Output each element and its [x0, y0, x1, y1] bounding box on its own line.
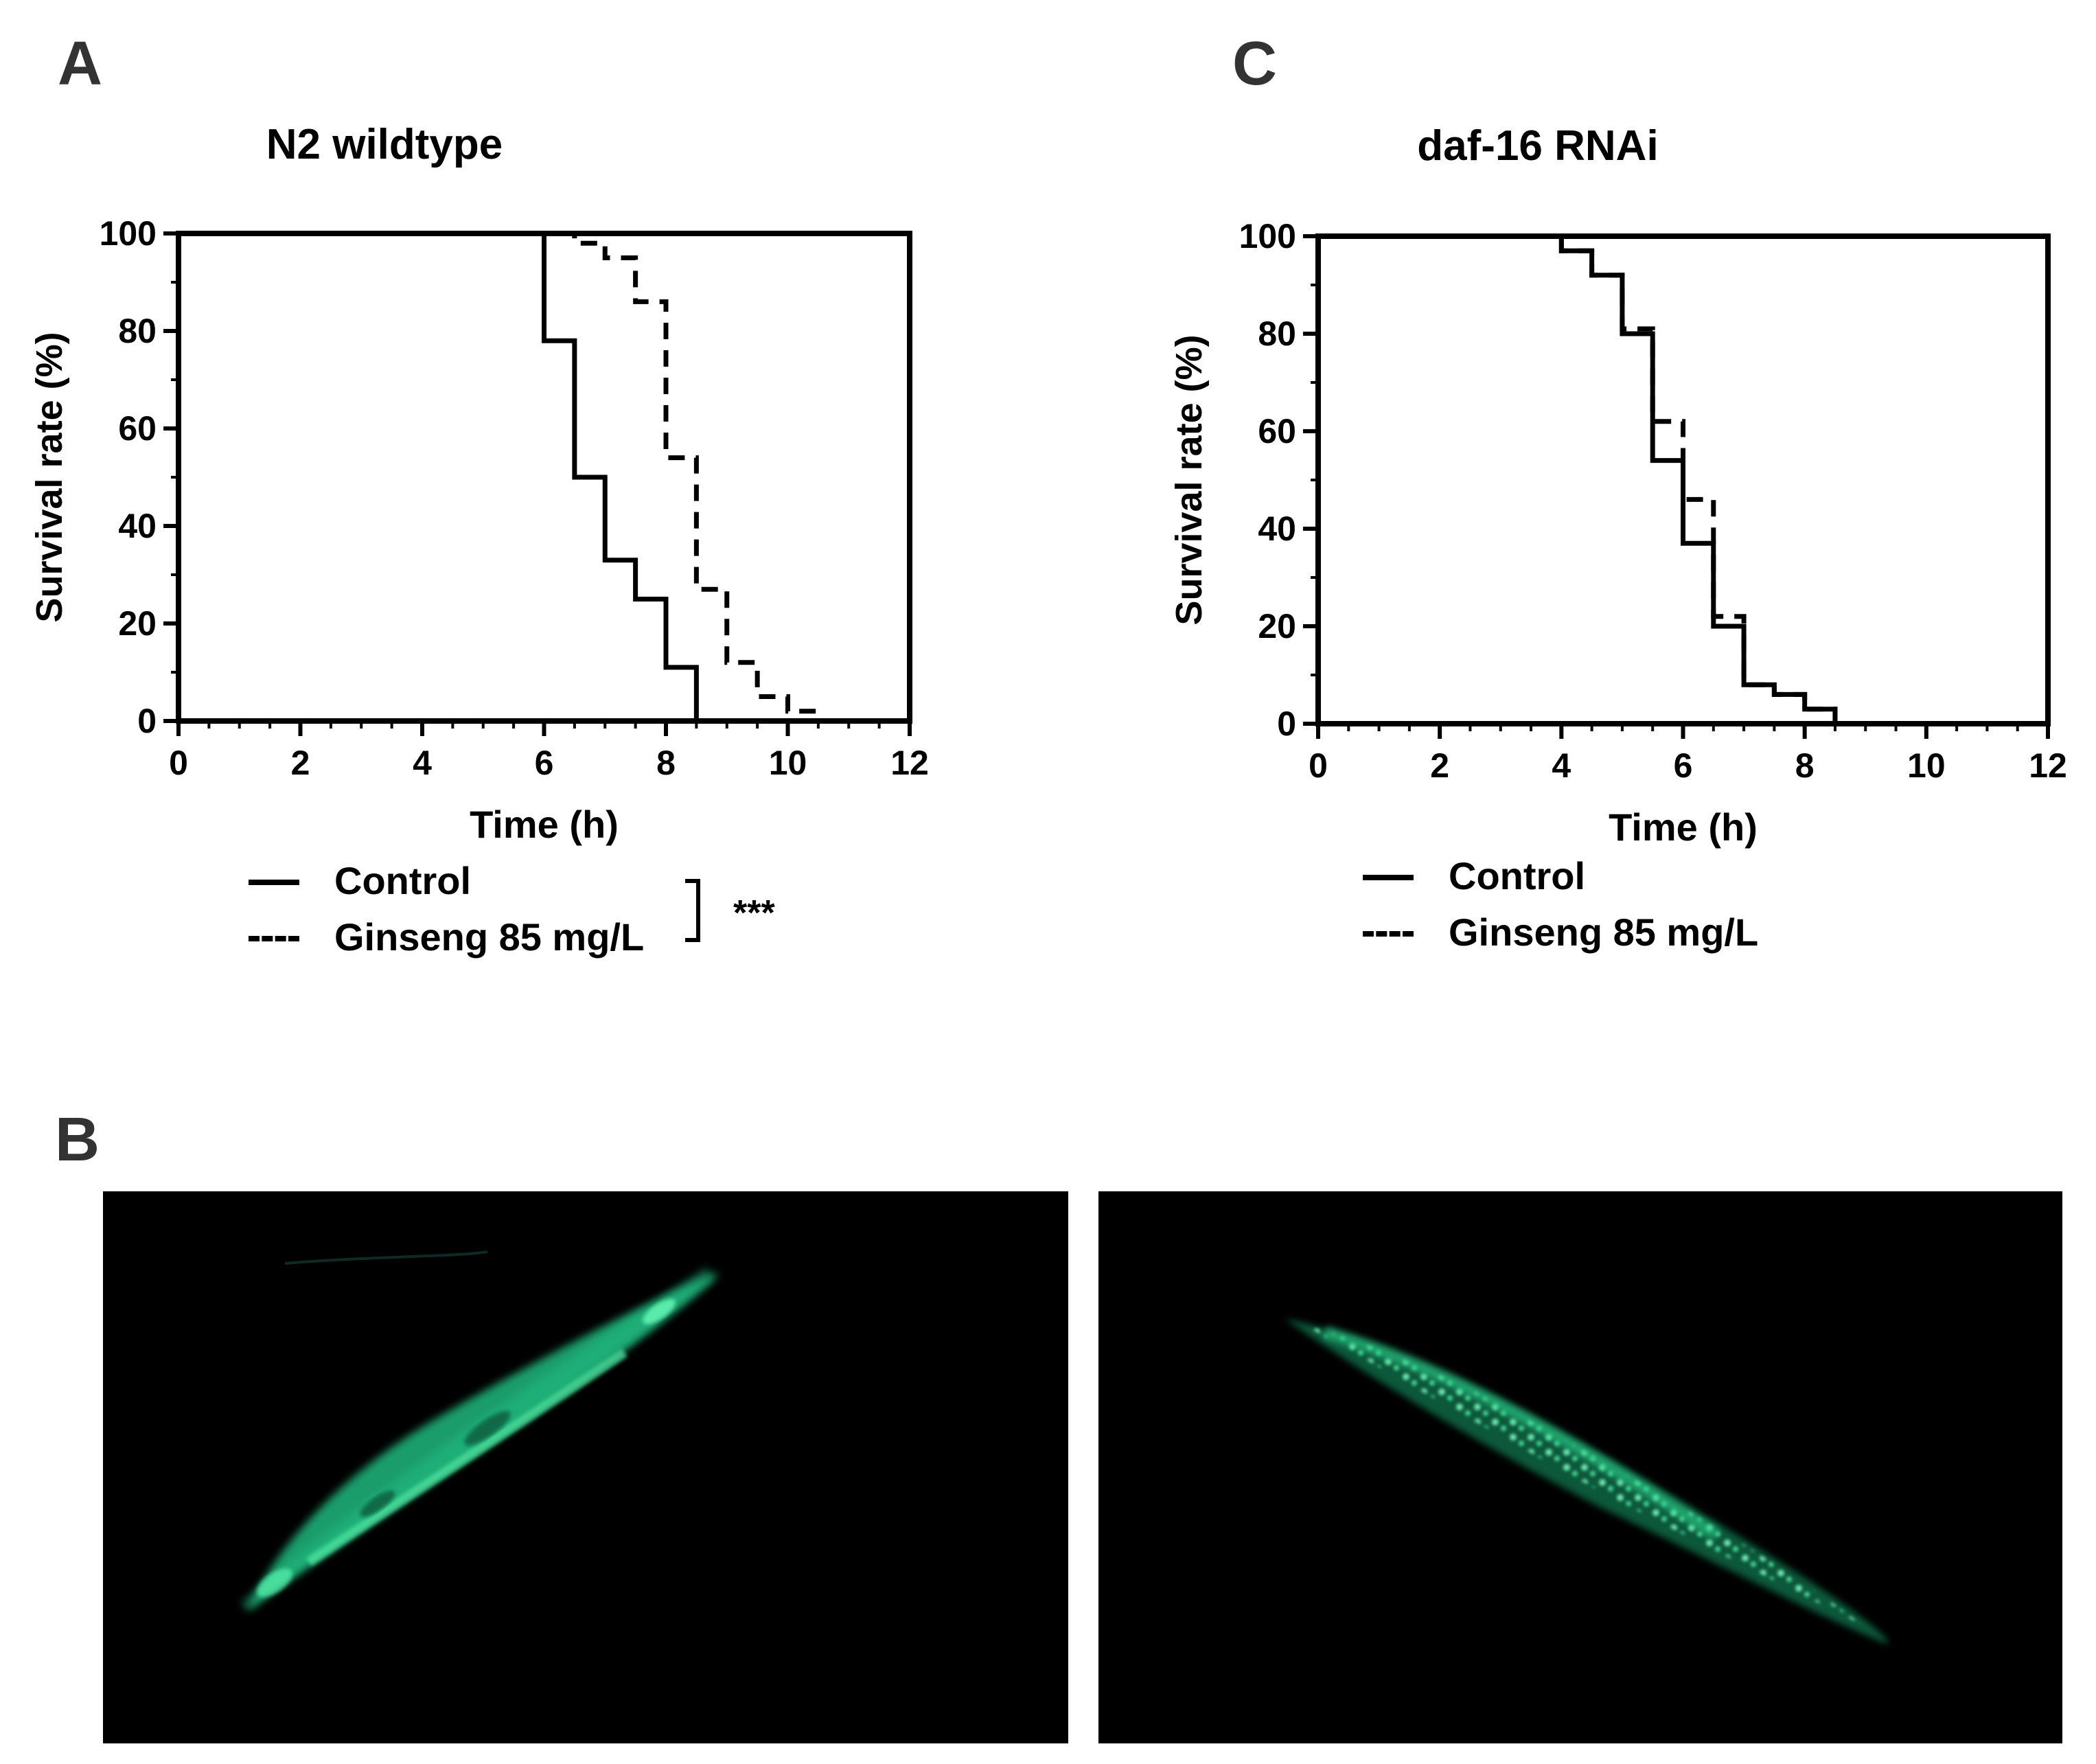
chart-c-x-axis-label: Time (h): [1609, 805, 1758, 849]
chart-c: 0 2 4 6 8 10 12 0 20 40 60 80 100 Time (h) Survival ra…: [1168, 217, 2067, 849]
chart-a-y-tick-label: 60: [118, 409, 157, 448]
chart-a-x-tick-label: 8: [656, 744, 676, 782]
dashed-line-swatch: [249, 936, 299, 941]
legend-a-label-ginseng: Ginseng 85 mg/L: [334, 915, 645, 959]
solid-line-swatch: [1363, 875, 1414, 880]
chart-c-y-tick-label: 0: [1277, 705, 1296, 743]
legend-c-label-control: Control: [1449, 854, 1586, 897]
solid-line-swatch: [249, 880, 299, 885]
chart-a-series-control: [178, 231, 699, 721]
chart-a-x-tick-label: 4: [413, 744, 432, 782]
dashed-line-swatch: [1363, 931, 1414, 937]
chart-a-x-tick-label: 10: [769, 744, 807, 782]
chart-c-x-tick-label: 2: [1430, 746, 1449, 785]
chart-a: 0 2 4 6 8 10 12 0 20 40 60 80 100 Time (h) Survival ra…: [29, 214, 929, 846]
chart-c-y-tick-label: 100: [1239, 217, 1296, 255]
panel-label-b: B: [55, 1106, 100, 1174]
chart-c-y-tick-label: 40: [1258, 509, 1296, 548]
micrograph-left: [103, 1191, 1068, 1743]
chart-a-title: N2 wildtype: [266, 121, 503, 168]
chart-a-y-tick-label: 0: [137, 702, 157, 740]
panel-label-c: C: [1232, 30, 1277, 98]
chart-a-y-tick-label: 20: [118, 604, 157, 643]
legend-c-label-ginseng: Ginseng 85 mg/L: [1449, 910, 1759, 954]
chart-a-x-tick-label: 6: [535, 744, 554, 782]
chart-a-y-tick-label: 40: [118, 507, 157, 545]
chart-c-y-tick-label: 60: [1258, 412, 1296, 450]
chart-c-y-tick-label: 20: [1258, 607, 1296, 645]
legend-a-label-control: Control: [334, 859, 472, 902]
micrograph-right: [1098, 1191, 2062, 1743]
chart-a-x-tick-label: 0: [169, 744, 188, 782]
chart-a-y-tick-label: 80: [118, 312, 157, 350]
chart-a-x-tick-label: 12: [890, 744, 929, 782]
chart-c-y-axis-label: Survival rate (%): [1168, 334, 1210, 625]
chart-c-title: daf-16 RNAi: [1417, 122, 1659, 170]
panel-label-a: A: [58, 30, 102, 98]
chart-c-series-control: [1318, 233, 1838, 724]
chart-a-x-axis-label: Time (h): [470, 803, 619, 846]
chart-c-x-tick-label: 0: [1309, 746, 1328, 785]
chart-c-series-ginseng: [1318, 233, 1838, 724]
chart-c-x-tick-label: 10: [1907, 746, 1946, 785]
chart-c-x-tick-label: 12: [2029, 746, 2067, 785]
significance-stars: ***: [733, 893, 775, 933]
significance-bracket: [685, 879, 700, 942]
chart-c-x-tick-label: 4: [1552, 746, 1571, 785]
chart-a-x-tick-label: 2: [291, 744, 310, 782]
chart-c-y-tick-label: 80: [1258, 314, 1296, 353]
chart-a-y-axis-label: Survival rate (%): [29, 332, 70, 622]
chart-c-x-tick-label: 8: [1795, 746, 1815, 785]
chart-a-series-ginseng: [178, 231, 818, 714]
chart-a-y-tick-label: 100: [100, 214, 157, 253]
chart-c-x-tick-label: 6: [1674, 746, 1693, 785]
